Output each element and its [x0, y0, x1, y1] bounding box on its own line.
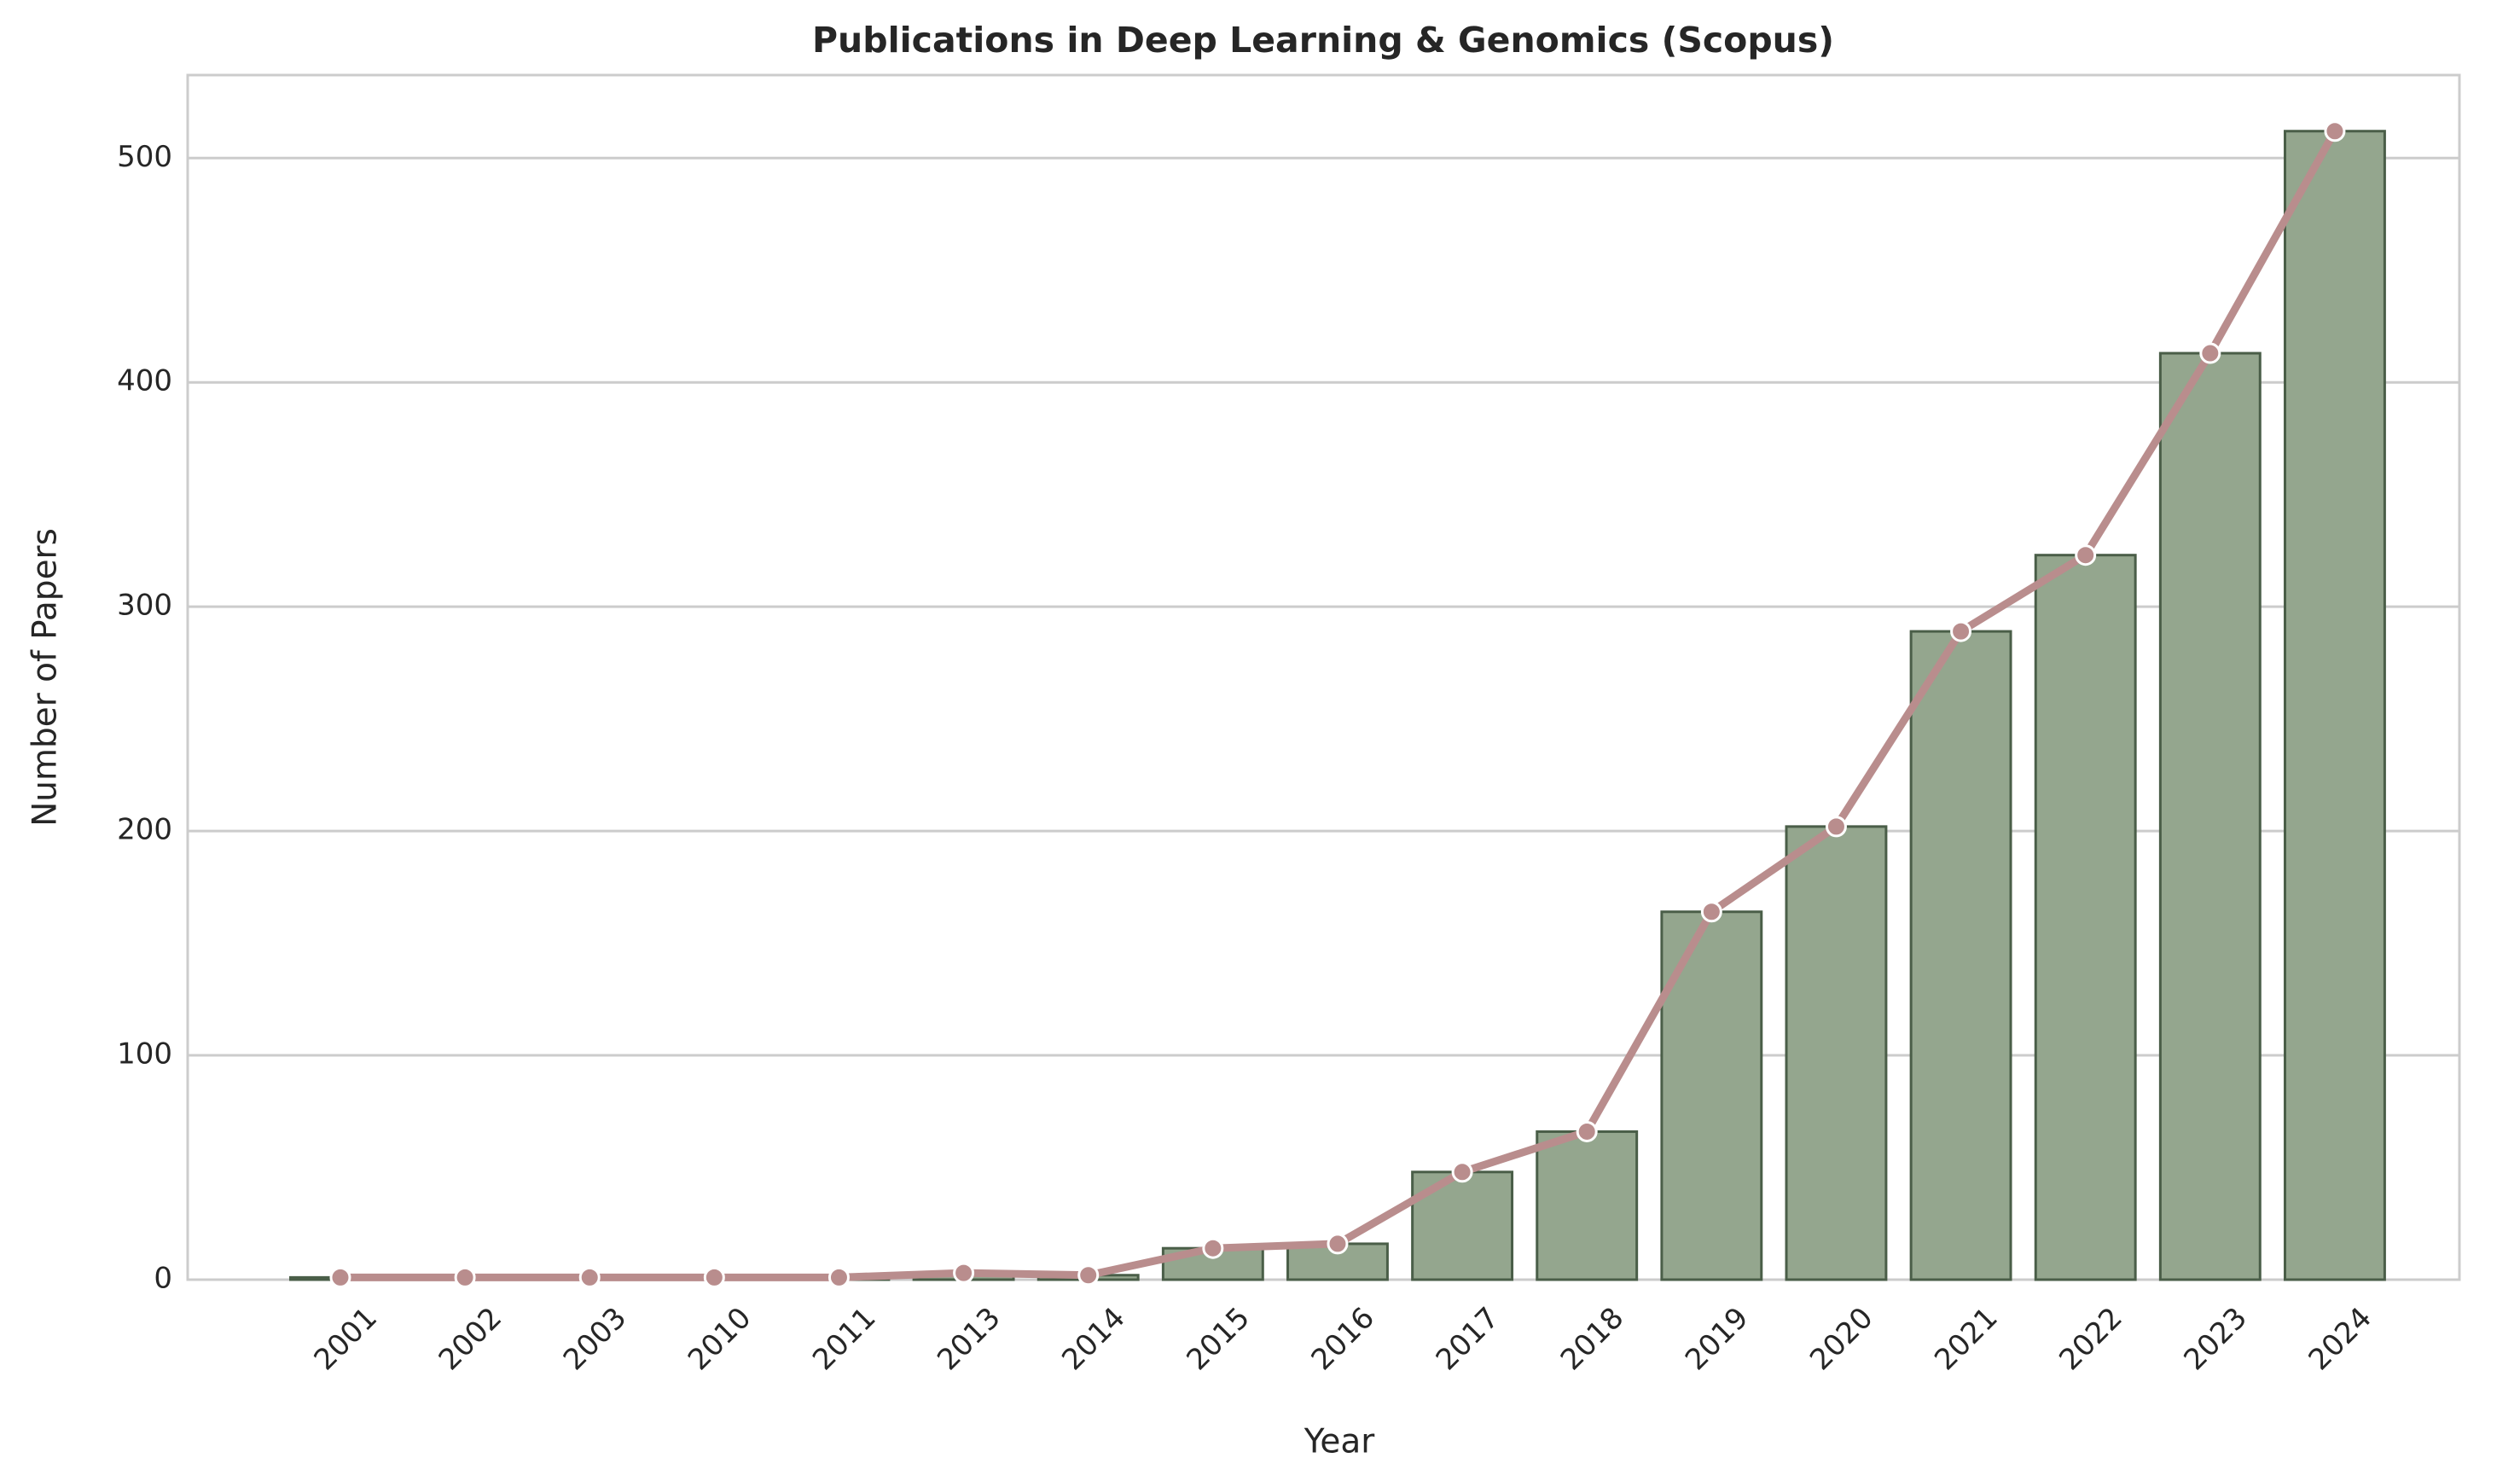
x-tick-label: 2002	[433, 1301, 508, 1377]
x-axis-label: Year	[1304, 1423, 1376, 1461]
line-marker	[1576, 1120, 1598, 1142]
y-tick-label: 100	[117, 1037, 172, 1072]
line-marker	[953, 1262, 975, 1284]
line-marker	[1451, 1161, 1473, 1183]
line-marker	[1700, 901, 1722, 923]
y-axis-label: Number of Papers	[26, 528, 65, 827]
x-tick-label: 2020	[1803, 1301, 1879, 1377]
chart-title: Publications in Deep Learning & Genomics…	[812, 20, 1834, 61]
x-tick-label: 2014	[1055, 1301, 1131, 1377]
bar	[1909, 630, 2012, 1281]
bar	[1785, 825, 1888, 1281]
y-tick-label: 400	[117, 364, 172, 398]
line-marker	[1327, 1233, 1349, 1255]
line-marker	[1202, 1237, 1224, 1259]
x-tick-label: 2016	[1305, 1301, 1381, 1377]
x-tick-label: 2003	[557, 1301, 633, 1377]
x-tick-label: 2024	[2302, 1301, 2378, 1377]
line-marker	[1825, 816, 1847, 838]
y-tick-label: 200	[117, 813, 172, 847]
x-tick-label: 2018	[1554, 1301, 1630, 1377]
line-marker	[2324, 120, 2346, 142]
x-tick-label: 2011	[806, 1301, 882, 1377]
line-marker	[827, 1266, 850, 1288]
y-tick-label: 500	[117, 140, 172, 174]
x-tick-label: 2017	[1430, 1301, 1506, 1377]
x-tick-label: 2021	[1928, 1301, 2004, 1377]
line-marker	[454, 1266, 476, 1288]
x-tick-label: 2023	[2177, 1301, 2253, 1377]
y-tick-label: 300	[117, 589, 172, 623]
line-marker	[1077, 1264, 1100, 1286]
line-marker	[329, 1266, 351, 1288]
line-marker	[703, 1266, 725, 1288]
x-tick-label: 2015	[1180, 1301, 1256, 1377]
bar	[2283, 130, 2386, 1281]
x-tick-label: 2022	[2053, 1301, 2128, 1377]
x-tick-label: 2013	[931, 1301, 1007, 1377]
y-tick-label: 0	[154, 1262, 172, 1296]
bar	[2158, 351, 2262, 1281]
bar	[2034, 554, 2137, 1281]
line-marker	[2199, 342, 2221, 364]
x-tick-label: 2001	[308, 1301, 384, 1377]
bar	[1536, 1130, 1639, 1281]
x-tick-label: 2010	[682, 1301, 758, 1377]
x-tick-label: 2019	[1679, 1301, 1755, 1377]
line-marker	[578, 1266, 601, 1288]
line-marker	[1950, 620, 1972, 642]
line-marker	[2075, 544, 2097, 566]
